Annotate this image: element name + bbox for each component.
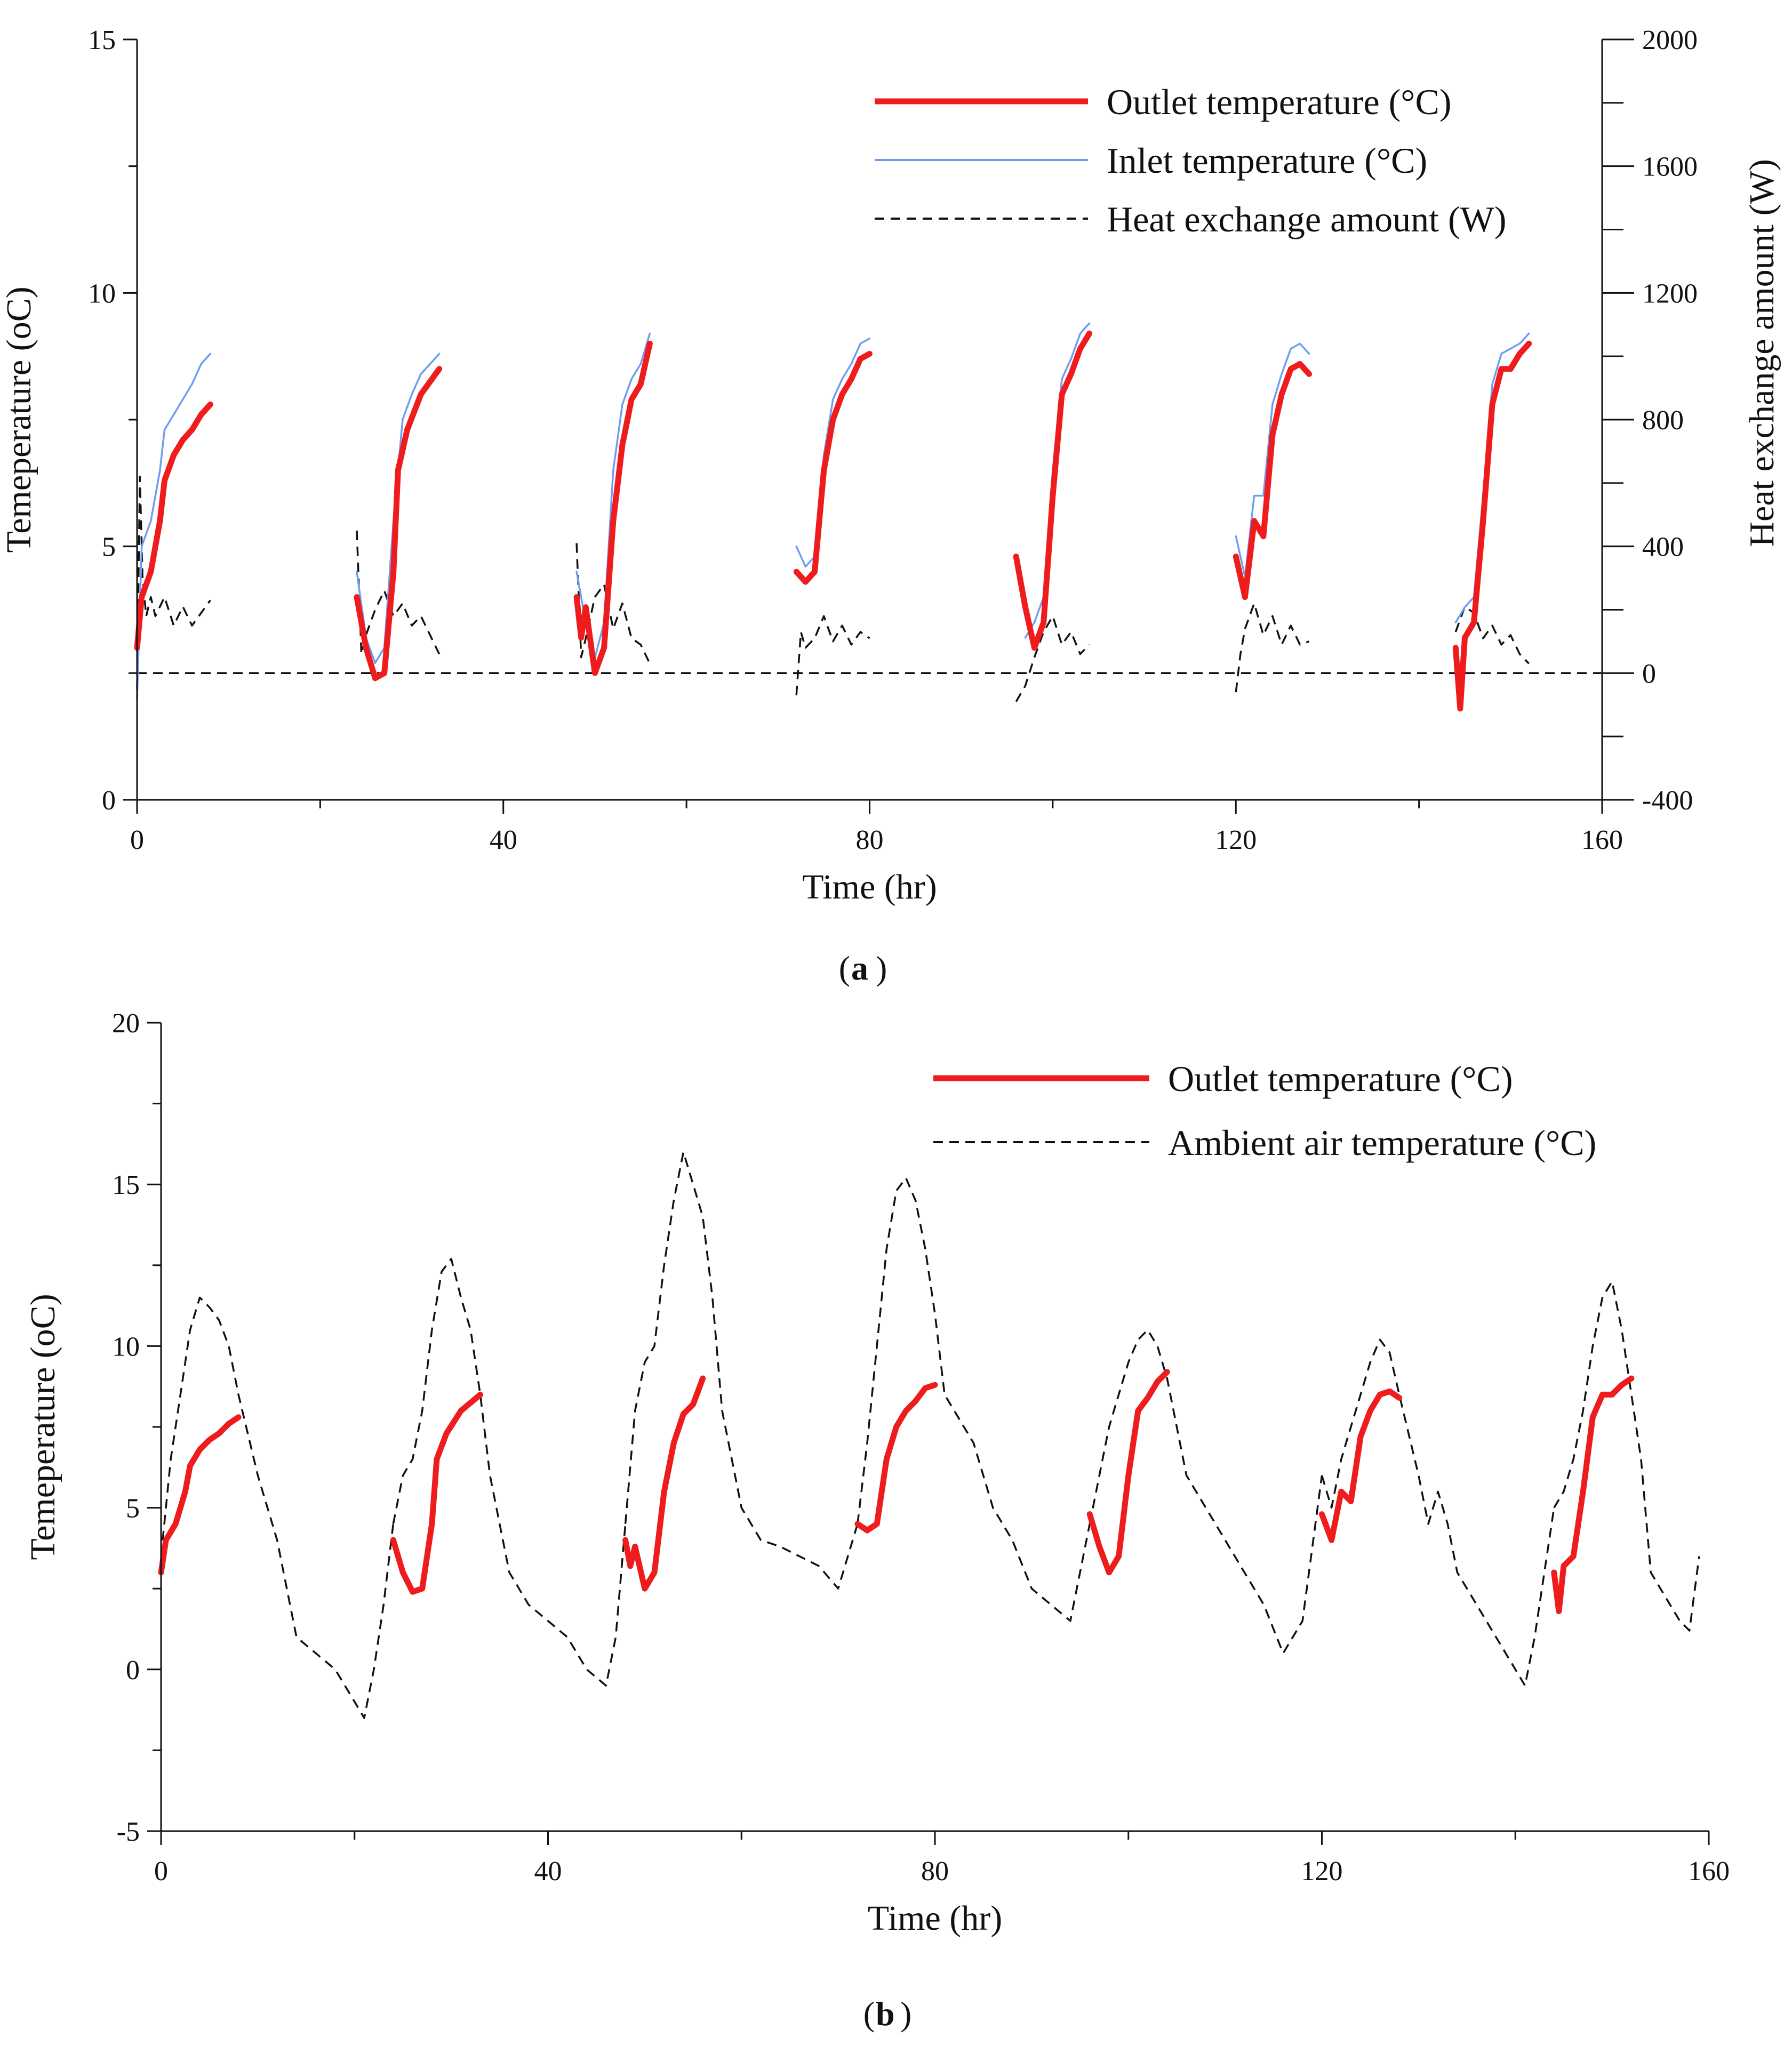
legend-b-ambient-label: Ambient air temperature (°C) [1168, 1122, 1596, 1163]
panel-a-y2-tick-label: 1600 [1642, 152, 1698, 182]
panel-b-ambient-segment-3 [857, 1177, 1091, 1622]
legend-b-outlet-label: Outlet temperature (°C) [1168, 1058, 1513, 1099]
panel-a-outlet-segment-5 [1233, 360, 1313, 600]
panel-a-heat-segment-6 [1454, 605, 1530, 664]
legend-a-heat-label: Heat exchange amount (W) [1107, 199, 1507, 239]
panel-a-series-layer [134, 322, 1602, 712]
panel-a-y2-tick-label: 1200 [1642, 278, 1698, 309]
panel-b-y-axis-title: Temeperature (oC) [23, 1294, 62, 1560]
panel-b-outlet-segment-2 [622, 1375, 706, 1592]
panel-a-y-tick-label: 15 [88, 25, 116, 55]
panel-a-caption-letter: a [851, 949, 868, 987]
panel-b-outlet-segment-4 [1086, 1369, 1170, 1576]
chart-panel-a: Heat exchange amount (W) Outlet temperat… [0, 25, 1781, 987]
panel-a-outlet-segment-3 [793, 350, 873, 585]
panel-b-caption-letter: b [876, 1995, 895, 2033]
panel-a-y2-tick-label: 0 [1642, 659, 1656, 689]
panel-b-x-tick-label: 120 [1301, 1856, 1343, 1887]
panel-a-y2-axis-title: Heat exchange amount (W) [1742, 159, 1781, 547]
panel-a-legend: Outlet temperature (°C) Inlet temperatur… [875, 82, 1507, 239]
panel-a-y2-tick-label: 800 [1642, 405, 1684, 436]
panel-b-x-tick-label: 0 [154, 1856, 168, 1887]
panel-a-caption-open: ( [839, 949, 850, 987]
panel-a-outlet-segment-6 [1452, 340, 1532, 712]
panel-a-axes: 0 40 80 120 160051015-4000400800120016002000… [0, 25, 1698, 906]
panel-a-caption-close: ) [876, 949, 887, 987]
panel-b-ambient-segment-4 [1089, 1329, 1323, 1655]
panel-b-y-tick-label: 10 [112, 1331, 140, 1362]
legend-a-inlet-label: Inlet temperature (°C) [1107, 140, 1427, 181]
legend-a-outlet-label: Outlet temperature (°C) [1107, 82, 1452, 122]
panel-a-outlet-segment-4 [1013, 330, 1092, 651]
panel-b-x-tick-label: 80 [921, 1856, 949, 1887]
panel-a-x-tick-label: 40 [490, 825, 517, 855]
panel-b-y-tick-label: 5 [126, 1494, 140, 1524]
panel-a-inlet-segment-0 [136, 352, 212, 700]
panel-a-outlet-segment-2 [573, 340, 653, 676]
panel-b-y-tick-label: 15 [112, 1170, 140, 1200]
panel-b-x-tick-label: 40 [534, 1856, 562, 1887]
panel-b-ambient-segment-6 [1553, 1280, 1700, 1632]
panel-a-x-axis-title: Time (hr) [802, 868, 937, 906]
panel-a-y2-tick-label: -400 [1642, 785, 1693, 816]
panel-b-x-axis-title: Time (hr) [868, 1899, 1002, 1938]
panel-b-caption-open: ( [863, 1995, 875, 2033]
panel-a-heat-segment-5 [1235, 602, 1310, 693]
panel-b-outlet-segment-6 [1551, 1375, 1635, 1615]
panel-a-outlet-segment-0 [134, 402, 213, 651]
panel-a-x-tick-label: 80 [856, 825, 884, 855]
panel-a-y-tick-label: 10 [88, 278, 116, 309]
panel-a-x-tick-label: 0 [130, 825, 144, 855]
panel-a-outlet-segment-1 [354, 366, 443, 681]
panel-a-x-tick-label: 160 [1581, 825, 1623, 855]
panel-b-ambient-segment-0 [160, 1296, 395, 1719]
panel-b-legend: Outlet temperature (°C) Ambient air temp… [933, 1058, 1596, 1163]
panel-b-ambient-segment-2 [624, 1151, 859, 1590]
panel-a-inlet-segment-6 [1454, 332, 1530, 624]
panel-b-outlet-segment-1 [390, 1391, 483, 1595]
panel-a-y-axis-title: Temeperature (oC) [0, 286, 38, 552]
panel-b-x-tick-label: 160 [1688, 1856, 1730, 1887]
panel-a-y-tick-label: 0 [102, 785, 116, 816]
panel-a-y-tick-label: 5 [102, 532, 116, 563]
panel-b-caption-close: ) [900, 1995, 911, 2033]
panel-a-y2-tick-label: 2000 [1642, 25, 1698, 55]
panel-b-y-tick-label: 20 [112, 1008, 140, 1039]
panel-a-inlet-segment-3 [795, 338, 871, 568]
panel-b-axes: 0 40 80 120 160 -5 0 5 10 15 20 Time (hr) Temeperatu… [23, 1008, 1730, 1938]
panel-a-heat-segment-3 [795, 615, 870, 696]
panel-b-outlet-segment-3 [854, 1382, 938, 1534]
panel-b-outlet-segment-5 [1319, 1388, 1403, 1543]
chart-panel-b: Outlet temperature (°C) Ambient air temp… [23, 1008, 1730, 2033]
panel-a-x-tick-label: 120 [1215, 825, 1257, 855]
panel-b-ambient-segment-1 [392, 1257, 627, 1687]
panel-b-y-tick-label: 0 [126, 1655, 140, 1686]
panel-b-ambient-segment-5 [1321, 1338, 1555, 1687]
panel-b-outlet-segment-0 [158, 1414, 242, 1576]
panel-b-series-layer [158, 1151, 1700, 1719]
panel-b-y-tick-label: -5 [117, 1817, 140, 1847]
panel-a-y2-tick-label: 400 [1642, 532, 1684, 563]
